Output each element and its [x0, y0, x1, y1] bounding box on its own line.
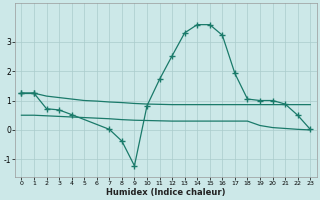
X-axis label: Humidex (Indice chaleur): Humidex (Indice chaleur): [106, 188, 226, 197]
